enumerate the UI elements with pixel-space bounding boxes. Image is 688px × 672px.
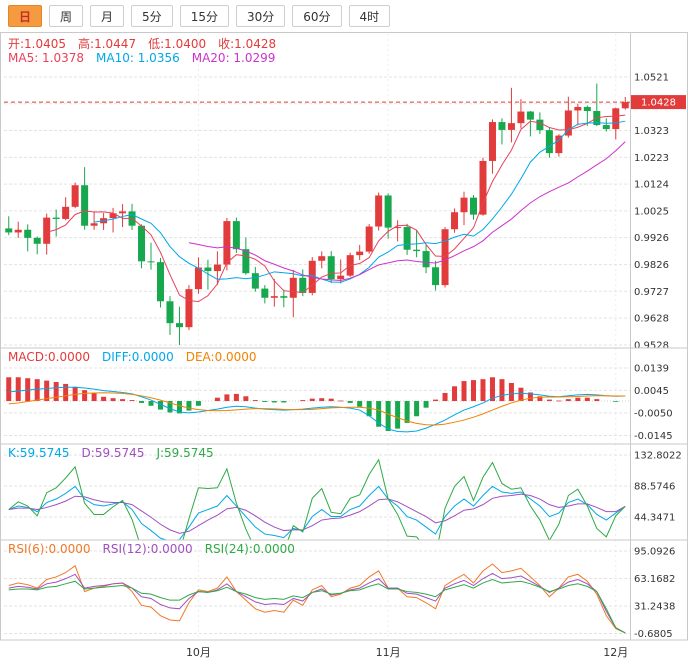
timeframe-tab-6[interactable]: 30分 <box>235 5 286 27</box>
svg-text:88.5746: 88.5746 <box>634 482 675 493</box>
svg-text:10月: 10月 <box>186 646 211 659</box>
kline-chart-canvas[interactable]: 1.0428 1.0521 1.0323 1.0223 1.0124 1.0025 0.99… <box>0 32 688 672</box>
svg-text:132.8022: 132.8022 <box>634 451 682 462</box>
main-axis-labels: 1.0521 1.0323 1.0223 1.0124 1.0025 0.9926 0.98… <box>634 73 669 352</box>
timeframe-tab-5[interactable]: 15分 <box>179 5 229 27</box>
macd-lines <box>8 386 626 433</box>
svg-text:11月: 11月 <box>376 646 401 659</box>
timeframe-tab-4[interactable]: 5分 <box>131 5 173 27</box>
svg-text:0.9628: 0.9628 <box>634 314 669 325</box>
vertical-gridlines <box>197 34 617 640</box>
timeframe-tab-2[interactable]: 周 <box>49 5 84 27</box>
timeframe-tab-3[interactable]: 月 <box>90 5 125 27</box>
svg-text:1.0124: 1.0124 <box>634 180 669 191</box>
macd-gridlines <box>4 367 630 436</box>
svg-text:1.0025: 1.0025 <box>634 206 669 217</box>
svg-text:63.1682: 63.1682 <box>634 574 675 585</box>
rsi-lines <box>8 563 626 634</box>
svg-text:1.0521: 1.0521 <box>634 73 669 84</box>
svg-text:1.0428: 1.0428 <box>641 98 676 109</box>
svg-text:0.0045: 0.0045 <box>634 386 669 397</box>
ma-lines <box>46 114 626 303</box>
kdj-axis-labels: 132.8022 88.5746 44.3471 <box>634 451 682 524</box>
svg-text:0.9826: 0.9826 <box>634 260 669 271</box>
kdj-gridlines <box>4 454 630 518</box>
current-price-tag: 1.0428 <box>631 95 686 110</box>
candlestick-series <box>5 83 629 345</box>
x-axis-labels: 10月 11月 12月 <box>186 646 628 659</box>
timeframe-tab-7[interactable]: 60分 <box>292 5 342 27</box>
timeframe-tab-1[interactable]: 日 <box>8 5 43 27</box>
svg-text:0.9926: 0.9926 <box>634 233 669 244</box>
chart-area: 1.0428 1.0521 1.0323 1.0223 1.0124 1.0025 0.99… <box>0 32 688 672</box>
svg-text:0.0139: 0.0139 <box>634 364 669 375</box>
main-gridlines <box>4 76 630 346</box>
svg-text:1.0223: 1.0223 <box>634 153 669 164</box>
macd-axis-labels: 0.0139 0.0045 -0.0050 -0.0145 <box>634 364 673 443</box>
svg-text:0.9727: 0.9727 <box>634 287 669 298</box>
svg-text:31.2438: 31.2438 <box>634 602 675 613</box>
timeframe-tab-8[interactable]: 4时 <box>348 5 391 27</box>
svg-text:-0.0050: -0.0050 <box>634 408 673 419</box>
svg-text:44.3471: 44.3471 <box>634 513 675 524</box>
timeframe-toolbar: 日周月 5分 15分 30分 60分 4时 <box>0 0 688 32</box>
svg-text:95.0926: 95.0926 <box>634 547 675 558</box>
kdj-lines <box>8 458 626 540</box>
rsi-axis-labels: 95.0926 63.1682 31.2438 -0.6805 <box>634 547 675 641</box>
svg-text:-0.6805: -0.6805 <box>634 629 673 640</box>
svg-text:0.9528: 0.9528 <box>634 341 669 352</box>
svg-text:-0.0145: -0.0145 <box>634 431 673 442</box>
svg-text:12月: 12月 <box>603 646 628 659</box>
svg-text:1.0323: 1.0323 <box>634 126 669 137</box>
